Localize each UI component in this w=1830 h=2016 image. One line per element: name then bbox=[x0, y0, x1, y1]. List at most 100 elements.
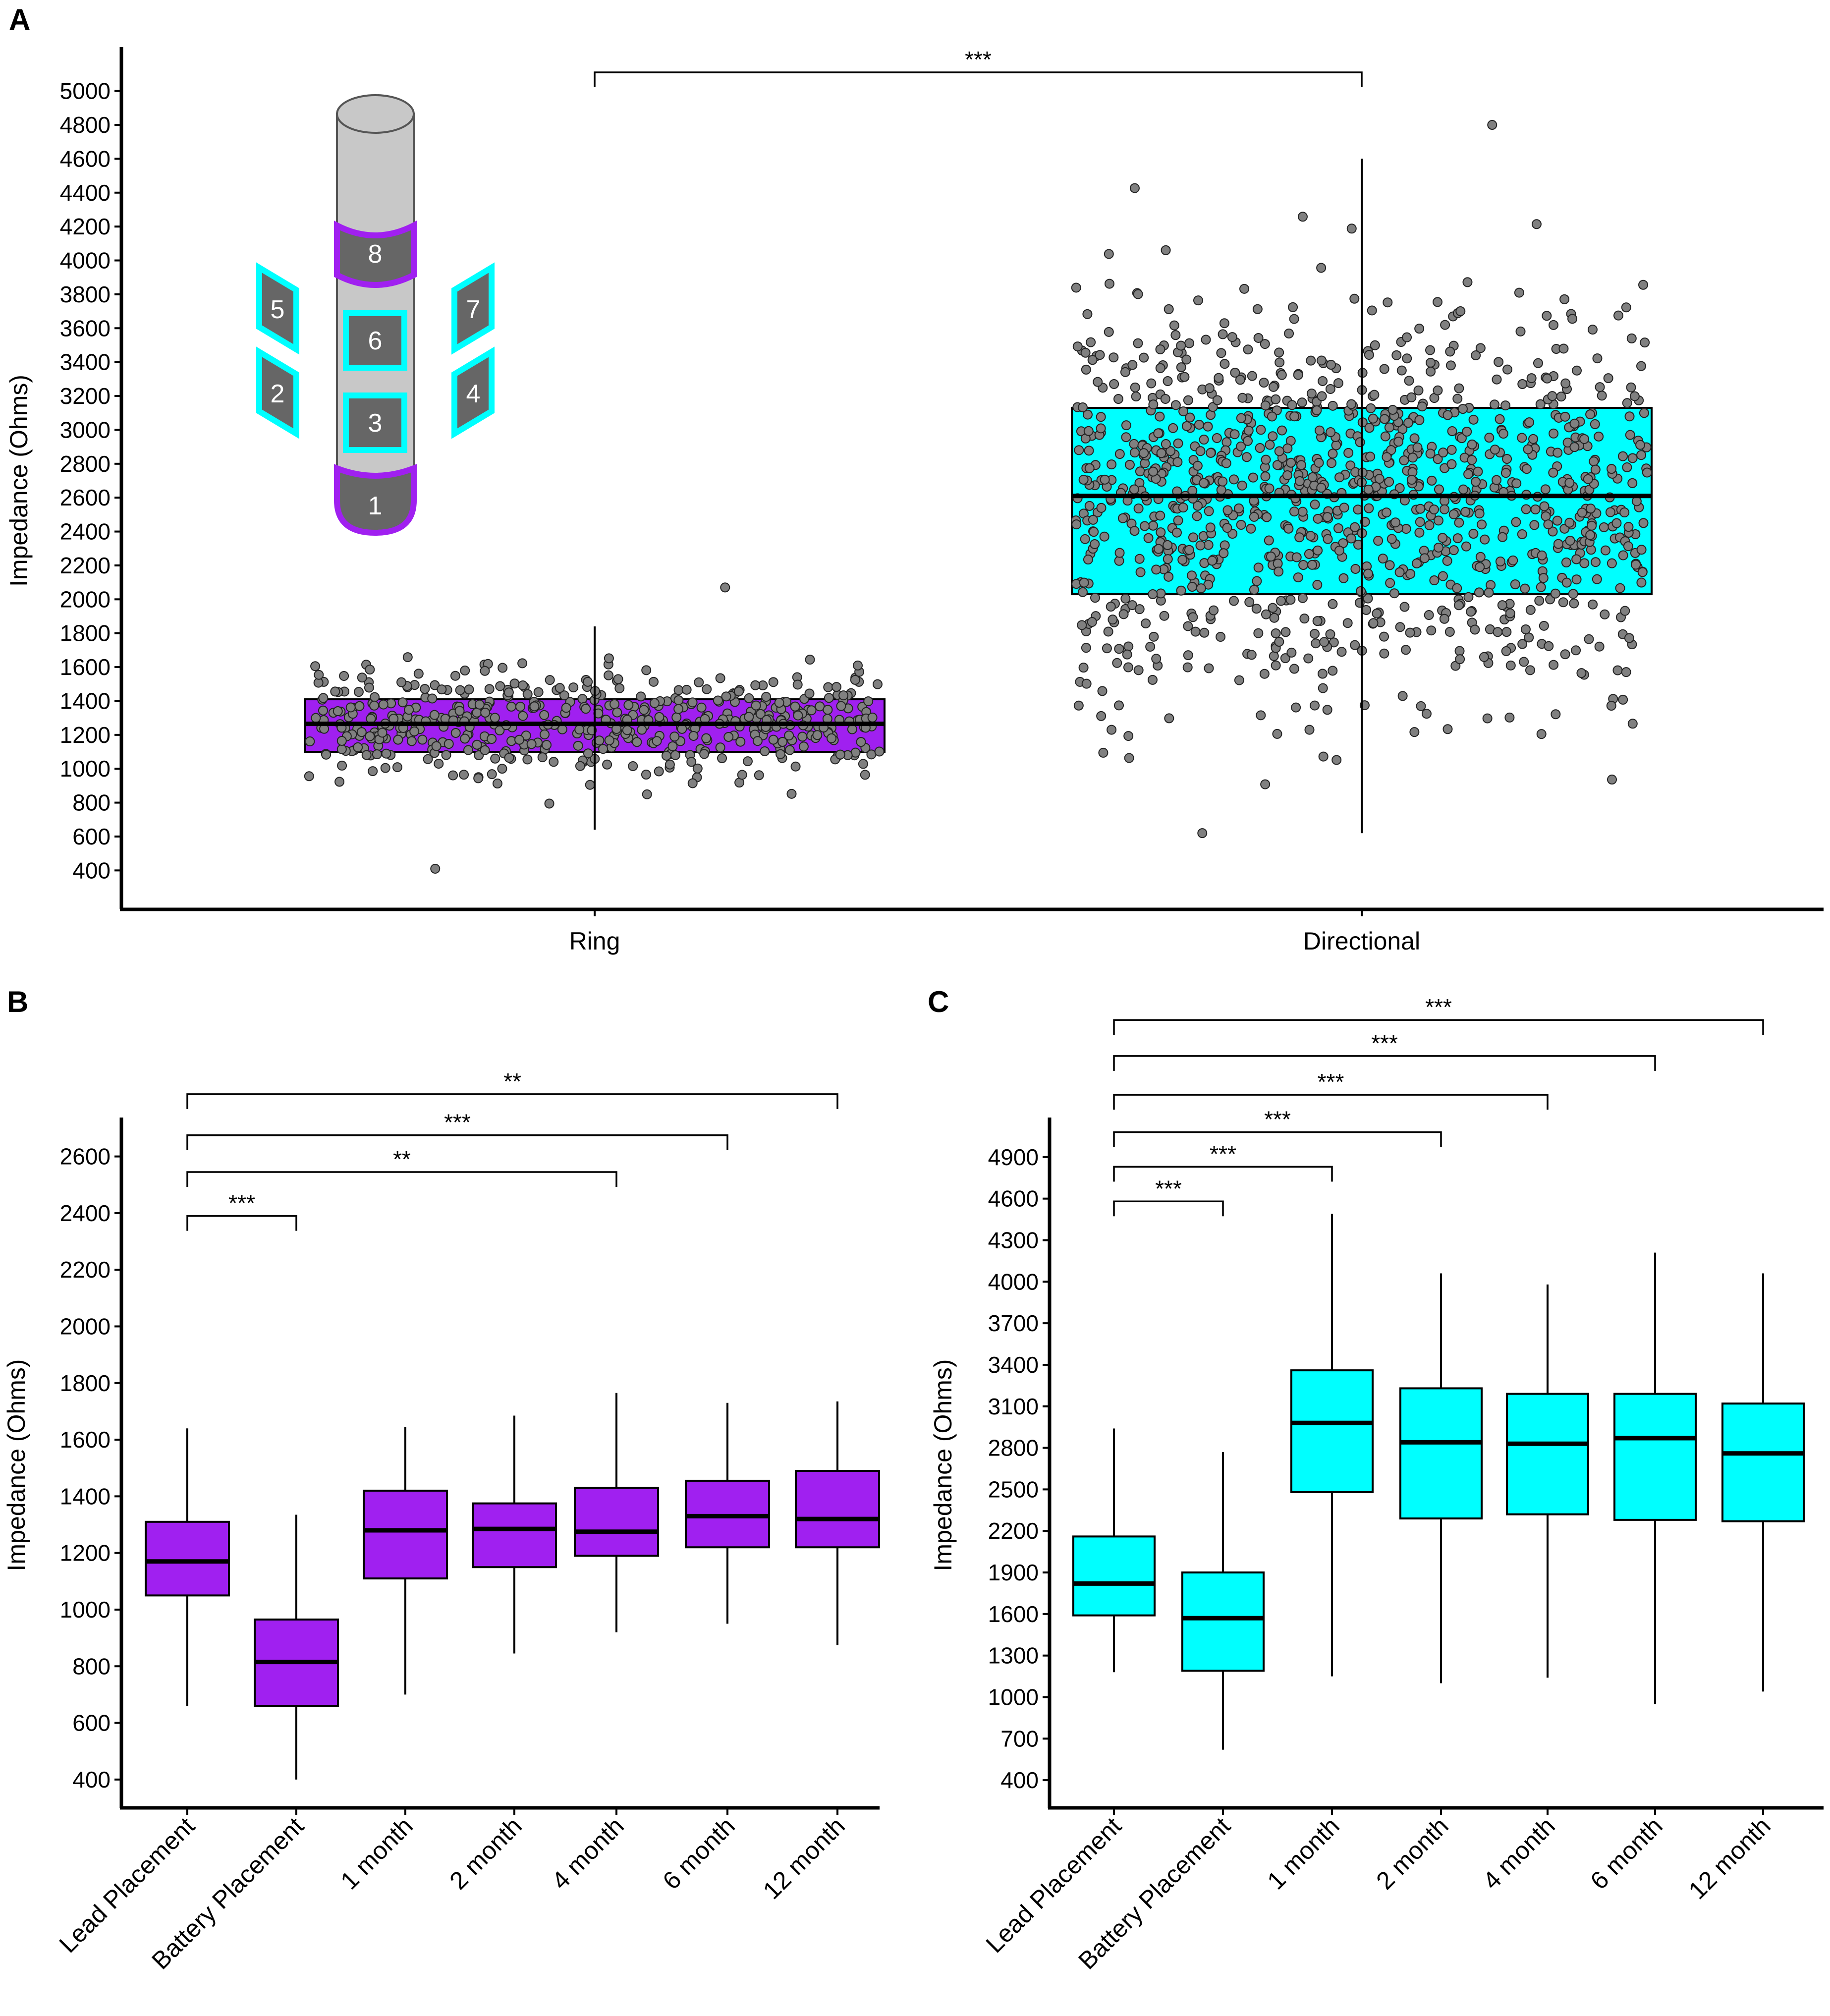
contact-number-1: 1 bbox=[368, 492, 383, 520]
data-point bbox=[836, 701, 846, 711]
data-point bbox=[1077, 620, 1087, 630]
data-point bbox=[1216, 632, 1226, 642]
data-point bbox=[1399, 602, 1410, 612]
data-point bbox=[1561, 557, 1571, 567]
significance-bracket bbox=[1113, 1019, 1764, 1035]
data-point bbox=[1243, 436, 1253, 446]
data-point bbox=[1635, 440, 1646, 450]
data-point bbox=[480, 708, 491, 718]
data-point bbox=[1556, 392, 1566, 402]
data-point bbox=[1565, 535, 1575, 546]
data-point bbox=[1444, 627, 1455, 637]
data-point bbox=[1530, 504, 1541, 514]
data-point bbox=[1445, 346, 1455, 357]
significance-label: *** bbox=[1371, 1030, 1398, 1056]
data-point bbox=[1542, 373, 1553, 384]
data-point bbox=[336, 735, 347, 746]
significance-bracket bbox=[186, 1134, 728, 1150]
data-point bbox=[1346, 533, 1356, 544]
data-point bbox=[1148, 520, 1159, 531]
data-point bbox=[1455, 654, 1465, 665]
data-point bbox=[533, 687, 544, 697]
data-point bbox=[1327, 458, 1337, 468]
data-point bbox=[1525, 605, 1536, 615]
data-point bbox=[1109, 352, 1119, 363]
y-tick-label: 2400 bbox=[60, 519, 111, 545]
data-point bbox=[1547, 391, 1557, 401]
data-point bbox=[1626, 382, 1636, 392]
data-point bbox=[1220, 359, 1230, 369]
data-point bbox=[369, 700, 380, 711]
data-point bbox=[1188, 532, 1198, 543]
data-point bbox=[1133, 504, 1144, 514]
data-point bbox=[1289, 411, 1300, 422]
y-tick-label: 3200 bbox=[60, 383, 111, 409]
data-point bbox=[1642, 467, 1652, 478]
data-point bbox=[1346, 399, 1357, 409]
data-point bbox=[1153, 428, 1164, 439]
data-point bbox=[1457, 404, 1468, 414]
data-point bbox=[793, 710, 803, 721]
data-point bbox=[1399, 455, 1409, 466]
data-point bbox=[673, 695, 684, 705]
data-point bbox=[1421, 709, 1432, 719]
data-point bbox=[1269, 651, 1279, 661]
data-point bbox=[1143, 533, 1154, 543]
data-point bbox=[1271, 660, 1281, 671]
data-point bbox=[1626, 333, 1637, 343]
data-point bbox=[1199, 435, 1209, 445]
data-point bbox=[1219, 318, 1229, 329]
x-tick-label: 2 month bbox=[444, 1812, 527, 1895]
data-point bbox=[1339, 503, 1349, 513]
data-point bbox=[665, 759, 675, 770]
data-point bbox=[1262, 512, 1272, 522]
data-point bbox=[1264, 483, 1275, 494]
data-point bbox=[1594, 431, 1604, 442]
data-point bbox=[1558, 597, 1568, 608]
data-point bbox=[1303, 653, 1314, 664]
data-point bbox=[1161, 439, 1171, 449]
data-point bbox=[1078, 663, 1089, 673]
data-point bbox=[1316, 355, 1327, 366]
data-point bbox=[1407, 452, 1418, 463]
data-point bbox=[1120, 367, 1130, 377]
data-point bbox=[1129, 526, 1140, 536]
data-point bbox=[1311, 638, 1321, 649]
data-point bbox=[1442, 556, 1452, 566]
data-point bbox=[1114, 548, 1125, 558]
data-point bbox=[1133, 665, 1144, 675]
data-point bbox=[1093, 377, 1103, 387]
data-point bbox=[1163, 376, 1173, 387]
data-point bbox=[673, 704, 684, 714]
data-point bbox=[1082, 409, 1093, 420]
data-point bbox=[1412, 442, 1423, 452]
data-point bbox=[1484, 433, 1495, 443]
data-point bbox=[1129, 448, 1140, 458]
data-point bbox=[423, 754, 433, 764]
data-point bbox=[1274, 446, 1284, 456]
data-point bbox=[321, 749, 332, 760]
data-point bbox=[641, 769, 651, 780]
data-point bbox=[1329, 637, 1339, 648]
data-point bbox=[583, 676, 593, 687]
x-tick-label: Directional bbox=[1303, 927, 1420, 955]
data-point bbox=[1289, 314, 1299, 324]
data-point bbox=[1424, 610, 1434, 620]
data-point bbox=[687, 778, 698, 788]
data-point bbox=[1517, 433, 1527, 443]
data-point bbox=[1271, 628, 1281, 639]
data-point bbox=[1426, 625, 1437, 636]
data-point bbox=[1379, 648, 1389, 659]
y-tick-label: 5000 bbox=[60, 78, 111, 104]
data-point bbox=[1607, 464, 1617, 474]
data-point bbox=[1434, 542, 1444, 553]
data-point bbox=[1251, 604, 1262, 614]
data-point bbox=[1090, 593, 1100, 603]
y-tick-label: 2000 bbox=[60, 1313, 111, 1339]
data-point bbox=[1638, 518, 1649, 528]
data-point bbox=[1218, 329, 1228, 339]
data-point bbox=[441, 750, 451, 760]
data-point bbox=[544, 798, 555, 809]
data-point bbox=[1456, 433, 1467, 444]
data-point bbox=[1414, 415, 1425, 425]
